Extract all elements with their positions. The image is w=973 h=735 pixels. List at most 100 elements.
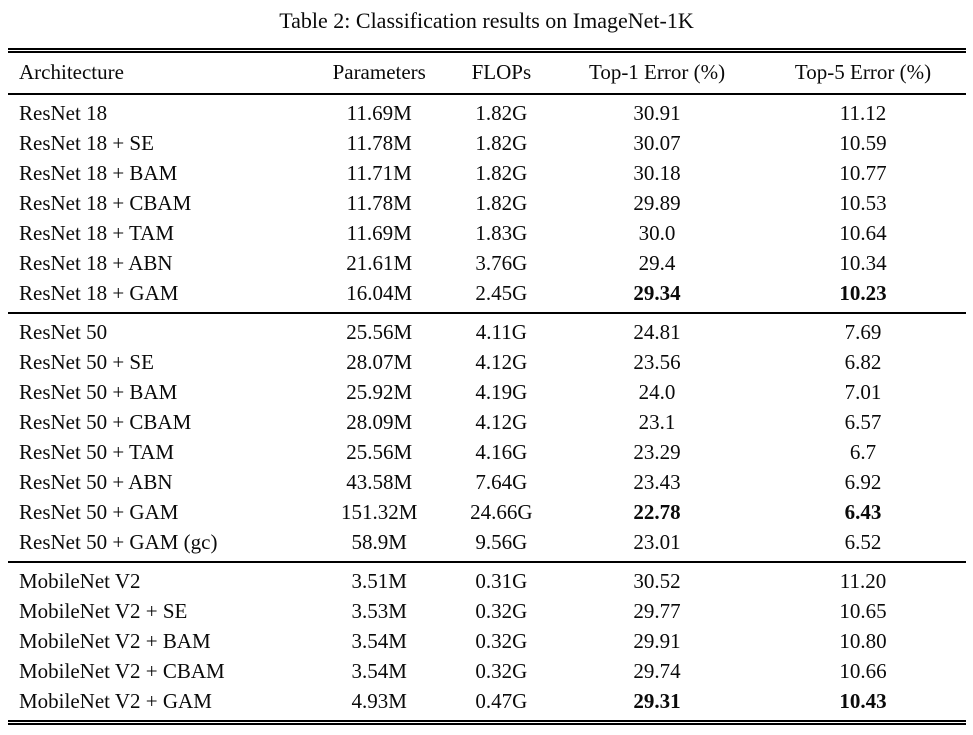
top1-error-cell: 30.0: [638, 220, 676, 245]
table-top-rule: [8, 48, 966, 53]
top5-error-cell: 10.65: [839, 598, 887, 623]
top5-error-cell: 10.34: [839, 250, 887, 275]
architecture-cell: ResNet 50: [19, 319, 108, 344]
parameters-cell: 21.61M: [346, 250, 413, 275]
top1-error-cell: 23.43: [633, 469, 681, 494]
flops-cell: 9.56G: [475, 529, 528, 554]
top5-error-cell: 6.57: [844, 409, 882, 434]
top1-error-cell: 29.91: [633, 628, 681, 653]
parameters-cell: 3.54M: [351, 658, 407, 683]
table-row: ResNet 50 + SE 28.07M 4.12G 23.56 6.82: [8, 347, 966, 377]
top5-error-cell: 6.82: [844, 349, 882, 374]
top1-error-cell: 24.81: [633, 319, 681, 344]
paper-page: Table 2: Classification results on Image…: [0, 6, 973, 725]
top5-error-cell: 10.23: [839, 280, 887, 305]
parameters-cell: 11.78M: [346, 190, 412, 215]
parameters-cell: 43.58M: [346, 469, 413, 494]
top1-error-cell: 23.01: [633, 529, 681, 554]
top5-error-cell: 10.64: [839, 220, 887, 245]
table-row: ResNet 50 + ABN 43.58M 7.64G 23.43 6.92: [8, 467, 966, 497]
column-header-architecture: Architecture: [19, 60, 124, 84]
parameters-cell: 25.56M: [346, 439, 413, 464]
top1-error-cell: 29.34: [633, 280, 681, 305]
column-header-parameters: Parameters: [332, 60, 426, 84]
parameters-cell: 16.04M: [346, 280, 413, 305]
top1-error-cell: 23.1: [638, 409, 676, 434]
top5-error-cell: 10.66: [839, 658, 887, 683]
flops-cell: 1.82G: [475, 100, 528, 125]
architecture-cell: ResNet 50 + SE: [19, 349, 154, 374]
top1-error-cell: 30.07: [633, 130, 681, 155]
architecture-cell: ResNet 18 + TAM: [19, 220, 175, 245]
top5-error-cell: 10.59: [839, 130, 887, 155]
table-row: MobileNet V2 + CBAM 3.54M 0.32G 29.74 10.66: [8, 656, 966, 686]
architecture-cell: ResNet 18: [19, 100, 108, 125]
top5-error-cell: 6.7: [849, 439, 877, 464]
architecture-cell: ResNet 18 + GAM: [19, 280, 179, 305]
parameters-cell: 11.71M: [346, 160, 412, 185]
table-header: Architecture Parameters FLOPs Top-1 Erro…: [8, 53, 966, 94]
top1-error-cell: 29.4: [638, 250, 676, 275]
architecture-cell: MobileNet V2 + SE: [19, 598, 188, 623]
table-row: ResNet 50 + CBAM 28.09M 4.12G 23.1 6.57: [8, 407, 966, 437]
architecture-cell: MobileNet V2 + CBAM: [19, 658, 225, 683]
results-table: Architecture Parameters FLOPs Top-1 Erro…: [8, 53, 966, 720]
header-row: Architecture Parameters FLOPs Top-1 Erro…: [8, 53, 966, 94]
top1-error-cell: 29.31: [633, 688, 681, 713]
table-row: ResNet 18 + GAM 16.04M 2.45G 29.34 10.23: [8, 278, 966, 313]
architecture-cell: MobileNet V2 + GAM: [19, 688, 212, 713]
top5-error-cell: 11.20: [839, 568, 887, 593]
table-section-mobilenetv2: MobileNet V2 3.51M 0.31G 30.52 11.20 MobileNe…: [8, 562, 966, 720]
architecture-cell: ResNet 50 + BAM: [19, 379, 178, 404]
top1-error-cell: 30.52: [633, 568, 681, 593]
architecture-cell: MobileNet V2 + BAM: [19, 628, 211, 653]
parameters-cell: 3.53M: [351, 598, 407, 623]
parameters-cell: 11.69M: [346, 100, 412, 125]
flops-cell: 7.64G: [475, 469, 528, 494]
flops-cell: 1.83G: [475, 220, 528, 245]
flops-cell: 1.82G: [475, 160, 528, 185]
table-row: ResNet 50 + GAM 151.32M 24.66G 22.78 6.43: [8, 497, 966, 527]
top5-error-cell: 7.69: [844, 319, 882, 344]
architecture-cell: ResNet 50 + CBAM: [19, 409, 192, 434]
top1-error-cell: 30.91: [633, 100, 681, 125]
flops-cell: 3.76G: [475, 250, 528, 275]
top5-error-cell: 11.12: [839, 100, 887, 125]
architecture-cell: ResNet 18 + SE: [19, 130, 154, 155]
flops-cell: 4.12G: [475, 409, 528, 434]
top5-error-cell: 6.43: [844, 499, 882, 524]
architecture-cell: ResNet 18 + BAM: [19, 160, 178, 185]
parameters-cell: 11.69M: [346, 220, 412, 245]
table-row: ResNet 18 + BAM 11.71M 1.82G 30.18 10.77: [8, 158, 966, 188]
table-row: ResNet 50 + BAM 25.92M 4.19G 24.0 7.01: [8, 377, 966, 407]
architecture-cell: ResNet 50 + GAM: [19, 499, 179, 524]
flops-cell: 4.11G: [475, 319, 527, 344]
top1-error-cell: 23.56: [633, 349, 681, 374]
top1-error-cell: 29.74: [633, 658, 681, 683]
table-caption: Table 2: Classification results on Image…: [279, 8, 694, 33]
table-row: MobileNet V2 + BAM 3.54M 0.32G 29.91 10.80: [8, 626, 966, 656]
parameters-cell: 11.78M: [346, 130, 412, 155]
table-row: MobileNet V2 3.51M 0.31G 30.52 11.20: [8, 562, 966, 596]
architecture-cell: ResNet 50 + ABN: [19, 469, 173, 494]
flops-cell: 0.32G: [475, 628, 528, 653]
flops-cell: 2.45G: [475, 280, 528, 305]
table-row: ResNet 50 25.56M 4.11G 24.81 7.69: [8, 313, 966, 347]
top1-error-cell: 22.78: [633, 499, 681, 524]
parameters-cell: 28.07M: [346, 349, 413, 374]
architecture-cell: MobileNet V2: [19, 568, 141, 593]
top5-error-cell: 7.01: [844, 379, 882, 404]
table-section-resnet18: ResNet 18 11.69M 1.82G 30.91 11.12 ResNet 18 …: [8, 94, 966, 313]
flops-cell: 4.16G: [475, 439, 528, 464]
architecture-cell: ResNet 18 + ABN: [19, 250, 173, 275]
table-row: ResNet 18 + TAM 11.69M 1.83G 30.0 10.64: [8, 218, 966, 248]
parameters-cell: 28.09M: [346, 409, 413, 434]
parameters-cell: 3.51M: [351, 568, 407, 593]
parameters-cell: 3.54M: [351, 628, 407, 653]
top5-error-cell: 6.52: [844, 529, 882, 554]
flops-cell: 24.66G: [470, 499, 533, 524]
flops-cell: 1.82G: [475, 190, 528, 215]
table-section-resnet50: ResNet 50 25.56M 4.11G 24.81 7.69 ResNet 50 +…: [8, 313, 966, 562]
table-bottom-rule: [8, 720, 966, 725]
top5-error-cell: 10.77: [839, 160, 887, 185]
